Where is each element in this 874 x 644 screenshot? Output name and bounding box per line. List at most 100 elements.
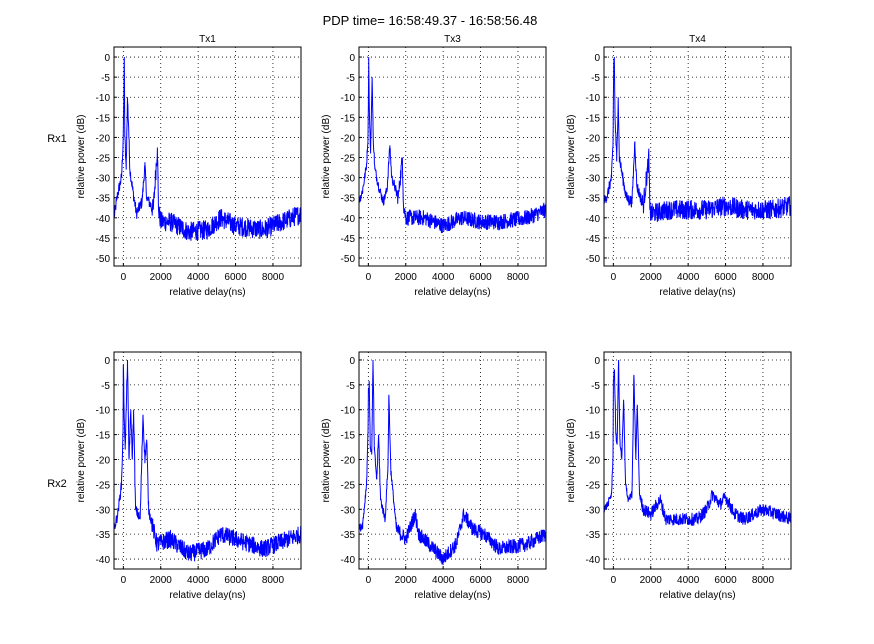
y-tick-label: -35 — [586, 530, 601, 541]
x-axis-label: relative delay(ns) — [169, 287, 245, 298]
y-tick-label: -15 — [341, 113, 356, 124]
pdp-series-line — [604, 56, 791, 222]
y-tick-label: -10 — [341, 93, 356, 104]
y-tick-label: -45 — [96, 234, 111, 245]
y-tick-label: 0 — [104, 53, 110, 64]
row-label-rx1: Rx1 — [47, 133, 67, 145]
y-tick-label: -40 — [341, 214, 356, 225]
y-tick-label: -20 — [586, 456, 601, 467]
y-tick-label: -35 — [586, 194, 601, 205]
x-tick-label: 0 — [121, 272, 127, 283]
x-axis-label: relative delay(ns) — [414, 287, 490, 298]
x-axis-label: relative delay(ns) — [414, 590, 490, 601]
y-axis-label: relative power (dB) — [566, 115, 577, 199]
x-tick-label: 6000 — [469, 272, 492, 283]
y-tick-label: -15 — [96, 113, 111, 124]
y-tick-label: -40 — [96, 214, 111, 225]
y-axis-label: relative power (dB) — [321, 115, 332, 199]
y-tick-label: -5 — [346, 381, 355, 392]
y-tick-label: -15 — [586, 431, 601, 442]
pdp-series-line — [114, 359, 301, 562]
y-axis-label: relative power (dB) — [76, 419, 87, 503]
x-tick-label: 4000 — [432, 272, 455, 283]
y-tick-label: -25 — [341, 154, 356, 165]
x-tick-label: 6000 — [714, 272, 737, 283]
y-axis-label: relative power (dB) — [321, 419, 332, 503]
subplot-0-1: 0 2000 4000 6000 8000 0 -5 -10 -15 -20 -25 -30 -35 -4… — [321, 34, 547, 298]
y-tick-label: -30 — [586, 505, 601, 516]
x-tick-label: 4000 — [187, 272, 210, 283]
x-tick-label: 0 — [366, 272, 372, 283]
y-tick-label: -10 — [586, 406, 601, 417]
y-tick-label: -25 — [96, 480, 111, 491]
x-tick-label: 8000 — [507, 575, 530, 586]
x-tick-label: 8000 — [262, 272, 285, 283]
x-tick-label: 6000 — [469, 575, 492, 586]
subplot-1-2: 0 2000 4000 6000 8000 0 -5 -10 -15 -20 -25 -30 -35 -4… — [566, 351, 792, 601]
subplot-title: Tx1 — [199, 34, 216, 45]
y-tick-label: -40 — [586, 555, 601, 566]
y-tick-label: -20 — [586, 133, 601, 144]
x-tick-label: 4000 — [677, 272, 700, 283]
y-tick-label: -5 — [101, 381, 110, 392]
y-tick-label: -35 — [96, 530, 111, 541]
x-tick-label: 0 — [366, 575, 372, 586]
x-tick-label: 8000 — [752, 575, 775, 586]
x-axis-label: relative delay(ns) — [659, 287, 735, 298]
x-tick-label: 6000 — [224, 575, 247, 586]
y-tick-label: -40 — [96, 555, 111, 566]
y-tick-label: -25 — [341, 480, 356, 491]
y-tick-label: -35 — [341, 530, 356, 541]
x-axis-label: relative delay(ns) — [659, 590, 735, 601]
x-tick-label: 2000 — [640, 575, 663, 586]
y-tick-label: 0 — [594, 356, 600, 367]
y-tick-label: -50 — [586, 254, 601, 265]
x-tick-label: 8000 — [262, 575, 285, 586]
y-tick-label: 0 — [349, 356, 355, 367]
axes-box — [603, 46, 792, 267]
y-tick-label: -25 — [586, 154, 601, 165]
subplot-0-0: 0 2000 4000 6000 8000 0 -5 -10 -15 -20 -25 -30 -35 -4… — [76, 34, 302, 298]
x-tick-label: 2000 — [640, 272, 663, 283]
pdp-series-line — [359, 359, 546, 565]
x-tick-label: 6000 — [714, 575, 737, 586]
y-tick-label: -25 — [96, 154, 111, 165]
y-axis-label: relative power (dB) — [76, 115, 87, 199]
x-tick-label: 0 — [611, 272, 617, 283]
y-tick-label: -30 — [341, 505, 356, 516]
x-tick-label: 8000 — [507, 272, 530, 283]
y-tick-label: -5 — [346, 73, 355, 84]
axes-box — [358, 351, 547, 570]
subplot-title: Tx3 — [444, 34, 461, 45]
x-tick-label: 2000 — [395, 272, 418, 283]
x-tick-label: 2000 — [150, 272, 173, 283]
y-tick-label: 0 — [104, 356, 110, 367]
y-tick-label: -5 — [591, 73, 600, 84]
y-tick-label: -40 — [341, 555, 356, 566]
x-tick-label: 4000 — [677, 575, 700, 586]
y-tick-label: -20 — [341, 133, 356, 144]
axes-box — [603, 351, 792, 570]
y-tick-label: -40 — [586, 214, 601, 225]
x-axis-label: relative delay(ns) — [169, 590, 245, 601]
x-tick-label: 4000 — [187, 575, 210, 586]
subplot-1-0: 0 2000 4000 6000 8000 0 -5 -10 -15 -20 -25 -30 -35 -4… — [76, 351, 302, 601]
y-tick-label: -5 — [101, 73, 110, 84]
y-tick-label: -10 — [96, 406, 111, 417]
y-tick-label: -35 — [96, 194, 111, 205]
axes-box — [113, 351, 302, 570]
subplot-1-1: 0 2000 4000 6000 8000 0 -5 -10 -15 -20 -25 -30 -35 -4… — [321, 351, 547, 601]
y-tick-label: -15 — [586, 113, 601, 124]
pdp-series-line — [604, 359, 791, 526]
y-tick-label: -10 — [341, 406, 356, 417]
y-tick-label: -20 — [96, 133, 111, 144]
y-tick-label: -5 — [591, 381, 600, 392]
y-tick-label: -25 — [586, 480, 601, 491]
x-tick-label: 2000 — [150, 575, 173, 586]
x-tick-label: 6000 — [224, 272, 247, 283]
y-tick-label: -30 — [96, 505, 111, 516]
pdp-series-line — [114, 56, 301, 241]
x-tick-label: 0 — [611, 575, 617, 586]
